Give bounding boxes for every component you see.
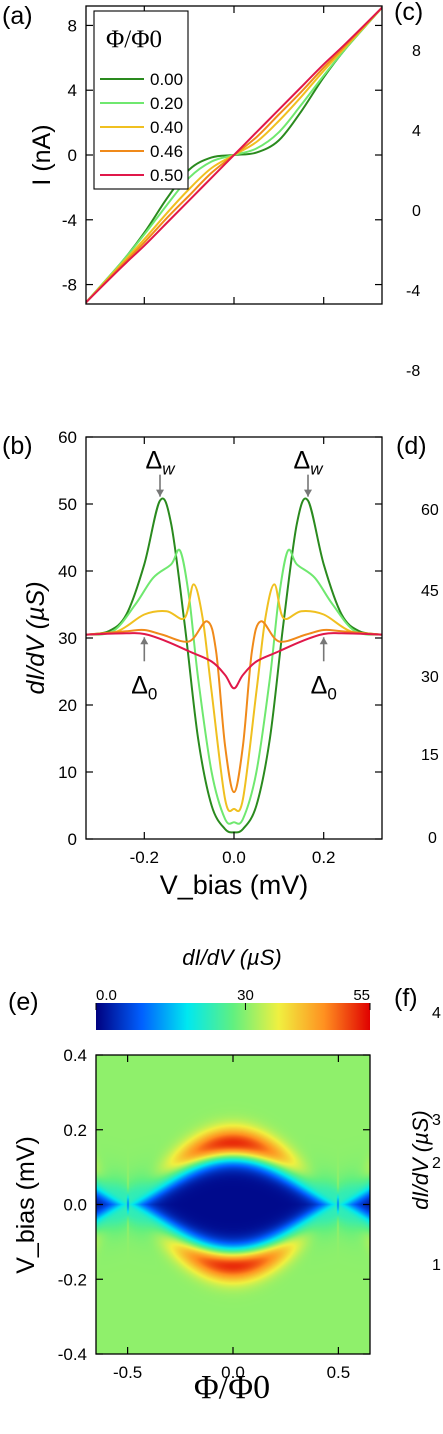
panel-a-ylabel: I (nA) bbox=[28, 124, 56, 185]
panel-e-xtick-label: -0.5 bbox=[113, 1363, 142, 1382]
legend-label: 0.50 bbox=[150, 166, 183, 185]
didv-series-0.40 bbox=[86, 583, 382, 813]
d-tick-60: 60 bbox=[421, 502, 439, 519]
f-ylabel: dI/dV (µS) bbox=[408, 1110, 433, 1209]
panel-b-xtick-label: 0.2 bbox=[312, 848, 336, 867]
colorbar-tick-label: 0.0 bbox=[96, 987, 117, 1004]
c-tick-m4: -4 bbox=[406, 283, 420, 300]
c-tick-0: 0 bbox=[412, 203, 421, 220]
panel-f-clipped: 4 3 2 1 dI/dV (µS) bbox=[408, 1005, 441, 1274]
panel-b-xlabel: V_bias (mV) bbox=[160, 870, 309, 900]
colorbar-title: dI/dV (µS) bbox=[182, 945, 281, 970]
panel-label-a: (a) bbox=[2, 2, 33, 30]
colorbar-tick-label: 55 bbox=[353, 987, 370, 1004]
legend-title: Φ/Φ0 bbox=[106, 26, 162, 53]
legend-label: 0.40 bbox=[150, 118, 183, 137]
annotation-label: Δw bbox=[146, 447, 177, 479]
panel-e-ylabel: V_bias (mV) bbox=[12, 1136, 40, 1274]
f-tick-1: 1 bbox=[432, 1257, 441, 1274]
legend-label: 0.00 bbox=[150, 70, 183, 89]
panel-b-annotations: Δw Δw Δ0 Δ0 bbox=[131, 447, 337, 704]
panel-b-ytick-label: 0 bbox=[68, 830, 77, 849]
panel-b-frame bbox=[85, 436, 383, 840]
didv-series-0.00 bbox=[86, 497, 382, 834]
panel-a-ytick-label: 0 bbox=[68, 146, 77, 165]
panel-e-colormap: dI/dV (µS) 0.0 30 55 -0.5 0.0 0.5 -0.4 -0.2 0.0… bbox=[12, 945, 371, 1406]
colorbar bbox=[96, 1003, 370, 1030]
annotation-label: Δ0 bbox=[131, 671, 157, 703]
panel-c-clipped-ticks: 8 4 0 -4 -8 bbox=[406, 43, 421, 380]
d-tick-45: 45 bbox=[421, 583, 439, 600]
panel-e-xtick-label: 0.0 bbox=[221, 1363, 245, 1382]
panel-b-ticks: -0.2 0.0 0.2 0 10 20 30 40 50 60 bbox=[58, 428, 382, 867]
legend-items: 0.00 0.20 0.40 0.46 0.50 bbox=[100, 70, 183, 185]
d-tick-0: 0 bbox=[428, 830, 437, 847]
panel-a-ytick-label: -4 bbox=[62, 211, 77, 230]
f-tick-3: 3 bbox=[432, 1112, 441, 1129]
annotation-arrowhead bbox=[156, 489, 164, 497]
panel-a-ytick-label: 4 bbox=[68, 81, 77, 100]
panel-b-ytick-label: 30 bbox=[58, 629, 77, 648]
annotation-arrowhead bbox=[304, 489, 312, 497]
c-tick-m8: -8 bbox=[406, 363, 420, 380]
panel-e-ytick-label: 0.0 bbox=[63, 1196, 87, 1215]
panel-label-f: (f) bbox=[394, 984, 418, 1012]
panel-e-ytick-label: 0.2 bbox=[63, 1121, 87, 1140]
panel-b-didv-curves: -0.2 0.0 0.2 0 10 20 30 40 50 60 Δw Δw Δ0 Δ0 dI/dV (… bbox=[22, 428, 383, 900]
annotation-arrowhead bbox=[140, 637, 149, 645]
panel-label-c: (c) bbox=[394, 0, 423, 26]
annotation-label: Δw bbox=[294, 447, 325, 479]
iv-series-0.50 bbox=[86, 6, 382, 304]
panel-b-xtick-label: -0.2 bbox=[130, 848, 159, 867]
panel-e-ytick-label: 0.4 bbox=[63, 1046, 87, 1065]
annotation-label: Δ0 bbox=[311, 671, 337, 703]
panel-e-ytick-label: -0.4 bbox=[58, 1345, 87, 1364]
panel-label-d: (d) bbox=[396, 432, 427, 460]
panel-a-ytick-label: -8 bbox=[62, 276, 77, 295]
panel-a-series bbox=[86, 6, 382, 304]
f-tick-4: 4 bbox=[432, 1005, 441, 1022]
panel-label-e: (e) bbox=[8, 988, 39, 1016]
didv-series-0.50 bbox=[86, 632, 382, 690]
panel-a-legend: Φ/Φ0 0.00 0.20 0.40 0.46 0.50 bbox=[93, 10, 189, 190]
legend-box bbox=[93, 10, 189, 190]
panel-e-ticks: -0.5 0.0 0.5 -0.4 -0.2 0.0 0.2 0.4 bbox=[58, 1046, 370, 1382]
panel-b-ytick-label: 50 bbox=[58, 495, 77, 514]
panel-b-series bbox=[86, 497, 382, 834]
legend-label: 0.46 bbox=[150, 142, 183, 161]
colorbar-ticks: 0.0 30 55 bbox=[95, 987, 371, 1010]
didv-series-0.46 bbox=[86, 620, 382, 794]
panel-b-ytick-label: 10 bbox=[58, 763, 77, 782]
colorbar-tick-label: 30 bbox=[237, 987, 254, 1004]
panel-label-b: (b) bbox=[2, 432, 33, 460]
panel-d-clipped-ticks: 60 45 30 15 0 bbox=[421, 502, 439, 847]
panel-b-xtick-label: 0.0 bbox=[222, 848, 246, 867]
annotation-arrowhead bbox=[319, 637, 328, 645]
panel-a-ticks: -8 -4 0 4 8 bbox=[62, 6, 382, 304]
heatmap-image bbox=[96, 1055, 370, 1354]
panel-b-ytick-label: 20 bbox=[58, 696, 77, 715]
d-tick-30: 30 bbox=[421, 669, 439, 686]
c-tick-8: 8 bbox=[412, 43, 421, 60]
panel-b-ytick-label: 60 bbox=[58, 428, 77, 447]
c-tick-4: 4 bbox=[412, 123, 421, 140]
panel-a-ytick-label: 8 bbox=[68, 16, 77, 35]
panel-e-ytick-label: -0.2 bbox=[58, 1270, 87, 1289]
panel-b-ytick-label: 40 bbox=[58, 562, 77, 581]
d-tick-15: 15 bbox=[421, 747, 439, 764]
panel-a-iv-curves: -8 -4 0 4 8 I (nA) Φ/Φ0 0.00 0.20 0.40 0.46 0.50 bbox=[28, 5, 383, 305]
legend-label: 0.20 bbox=[150, 94, 183, 113]
f-tick-2: 2 bbox=[432, 1155, 441, 1172]
panel-e-xtick-label: 0.5 bbox=[327, 1363, 351, 1382]
panel-b-ylabel: dI/dV (µS) bbox=[22, 581, 50, 694]
panel-e-xlabel: Φ/Φ0 bbox=[194, 1369, 270, 1406]
didv-series-0.20 bbox=[86, 548, 382, 825]
